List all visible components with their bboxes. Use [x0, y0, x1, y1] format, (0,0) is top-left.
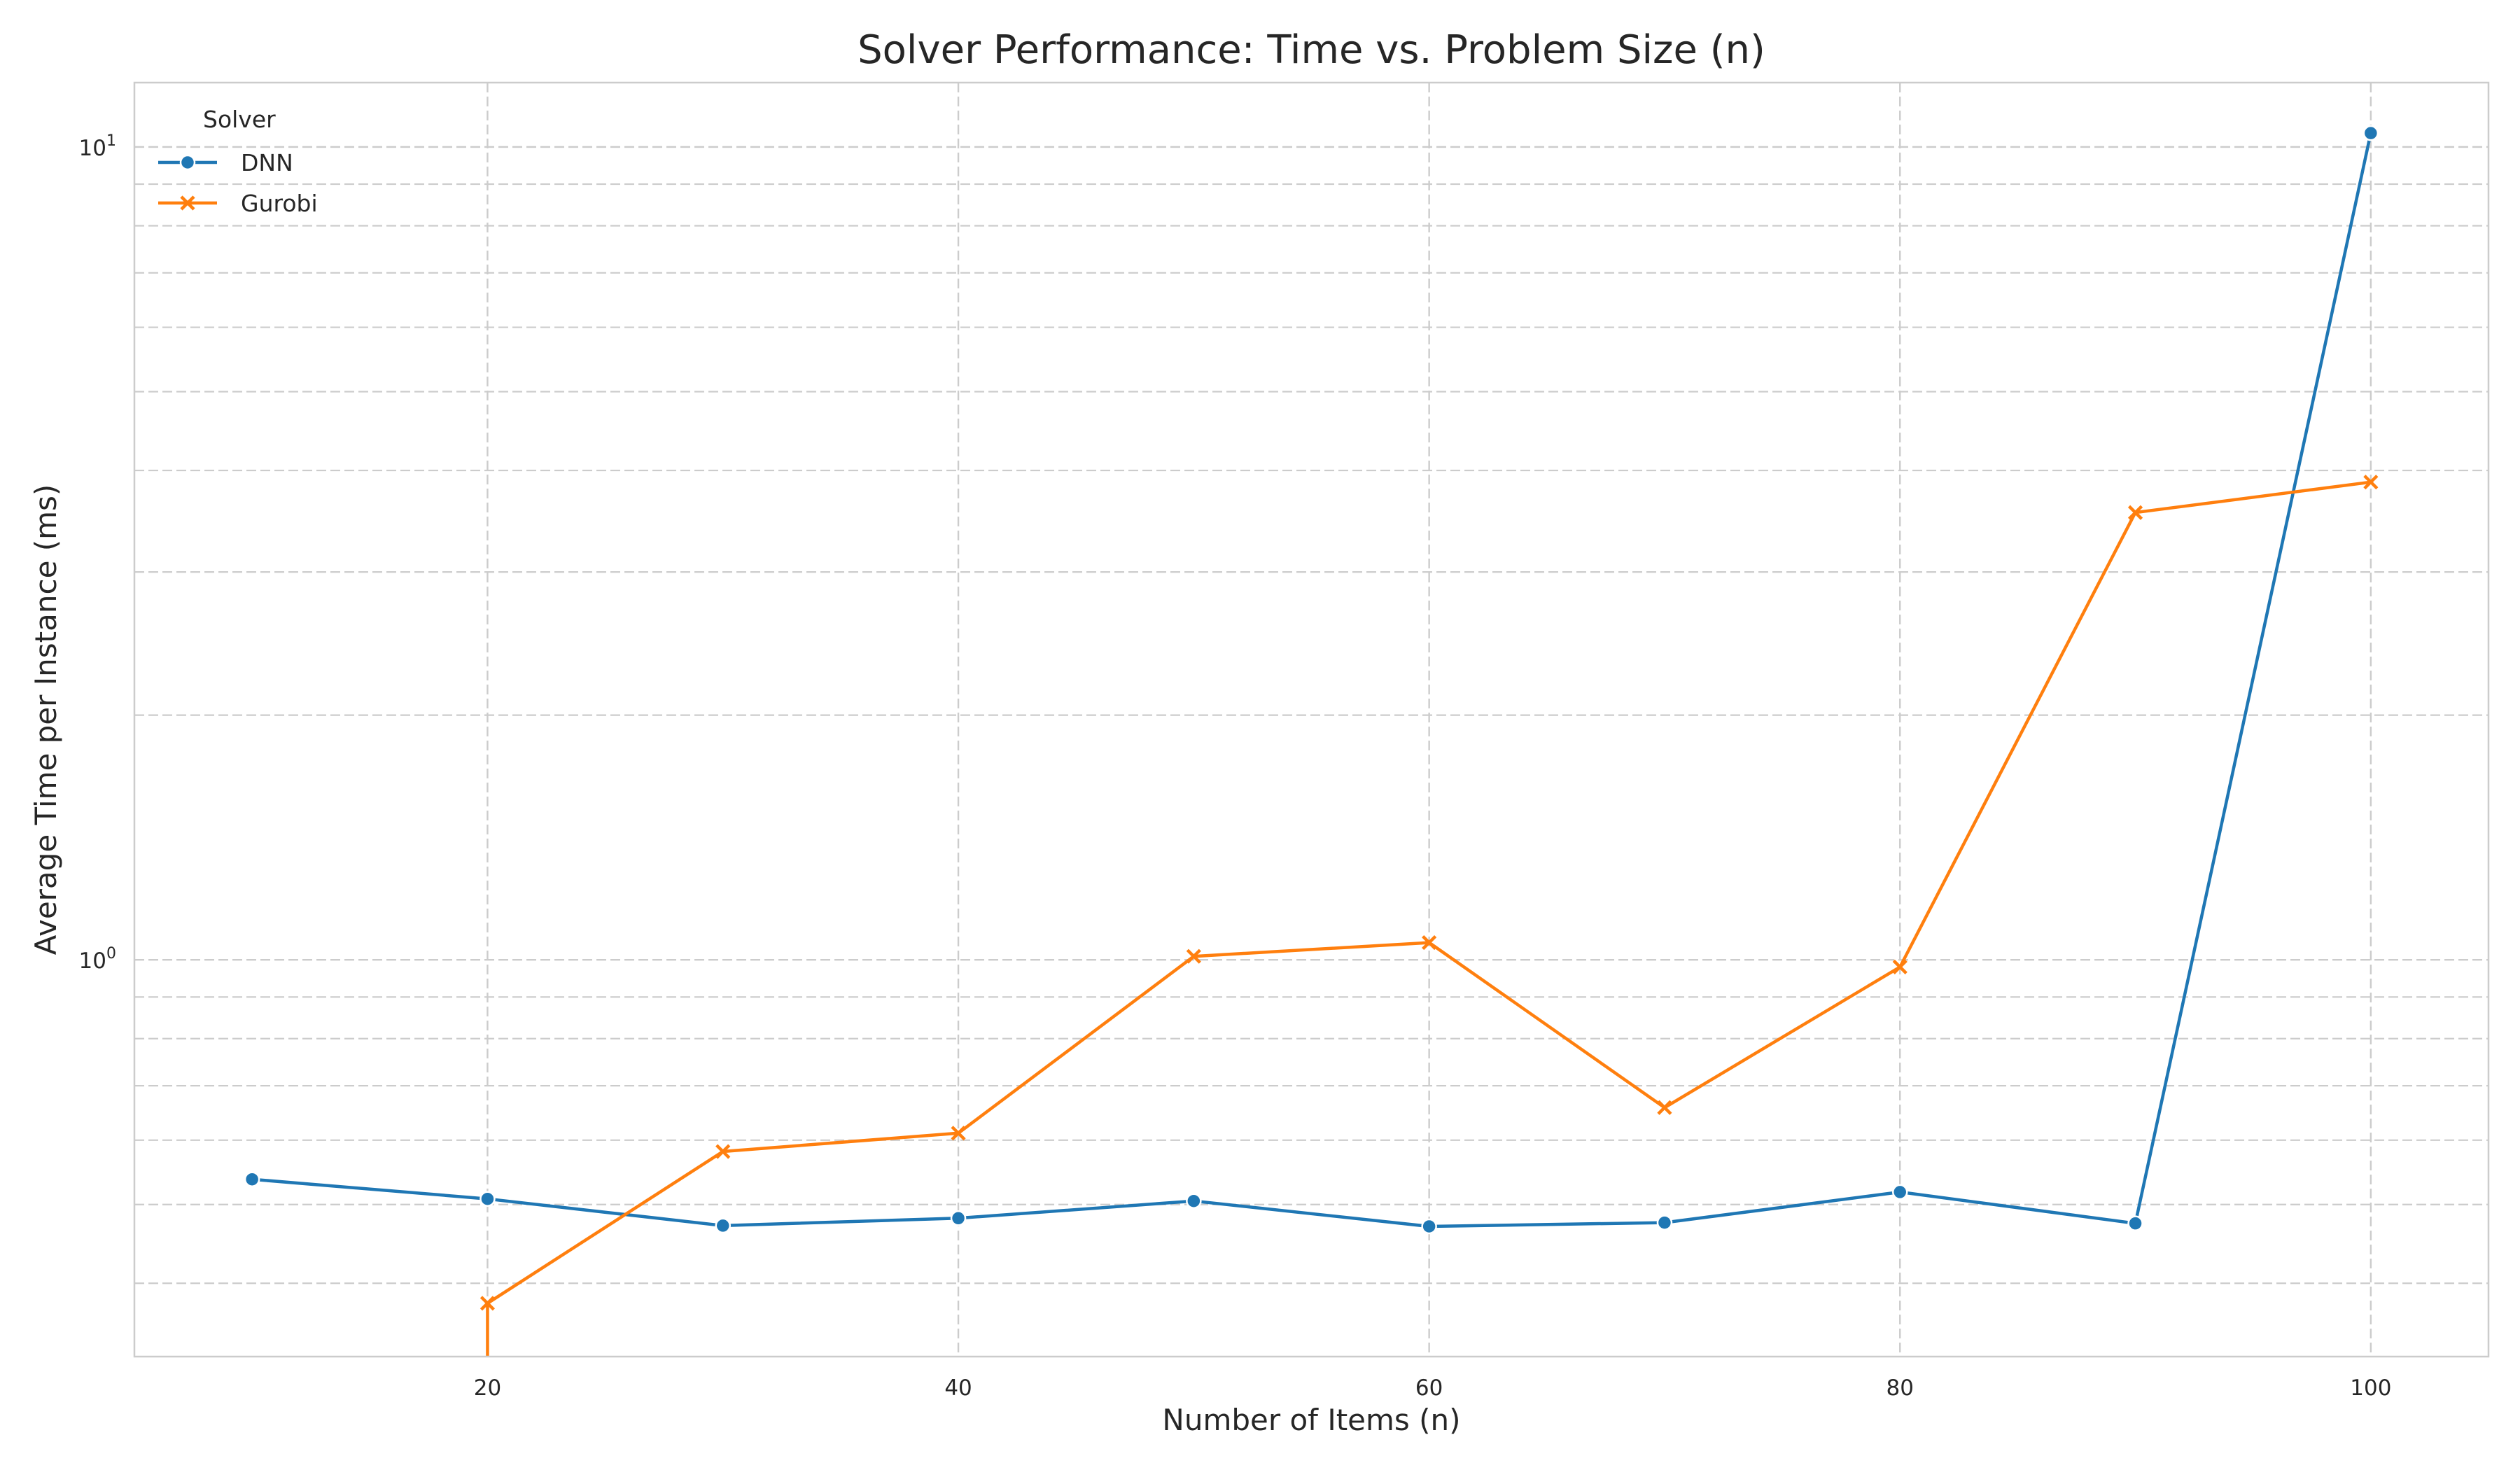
y-tick-label: 101 — [79, 132, 116, 161]
minor-gridlines — [134, 183, 2488, 1284]
data-point-gurobi — [951, 1126, 966, 1141]
legend-item-gurobi: Gurobi — [158, 190, 318, 217]
data-point-dnn — [479, 1191, 496, 1207]
legend-label-gurobi: Gurobi — [241, 190, 318, 217]
data-point-dnn — [950, 1210, 967, 1226]
legend: Solver DNN Gurobi — [158, 106, 318, 217]
series-gurobi — [479, 475, 2379, 1357]
data-point-dnn — [715, 1217, 731, 1234]
marker-stroke — [951, 1126, 966, 1141]
marker-stroke — [2363, 475, 2379, 490]
data-point-gurobi — [1892, 959, 1907, 974]
data-point-dnn — [244, 1171, 260, 1187]
legend-marker-dnn — [179, 154, 196, 171]
x-tick-label: 80 — [1886, 1376, 1914, 1401]
data-point-gurobi — [2363, 475, 2379, 490]
x-axis-ticks: 20 40 60 80 100 — [474, 1376, 2392, 1401]
series-line-dnn — [251, 132, 2372, 1228]
x-axis-label: Number of Items (n) — [1162, 1403, 1460, 1437]
x-tick-label: 20 — [474, 1376, 501, 1401]
series-layer — [244, 125, 2379, 1357]
marker-stroke — [2127, 505, 2143, 520]
series-dnn — [244, 125, 2379, 1235]
marker-stroke — [1422, 934, 1437, 951]
x-tick-label: 60 — [1415, 1376, 1443, 1401]
data-point-gurobi — [1657, 1100, 1672, 1115]
x-tick-label: 100 — [2350, 1376, 2391, 1401]
legend-title: Solver — [203, 106, 276, 133]
data-point-dnn — [1186, 1193, 1202, 1209]
data-point-dnn — [1421, 1218, 1437, 1235]
data-point-dnn — [1656, 1214, 1673, 1231]
data-point-gurobi — [715, 1144, 731, 1159]
data-point-dnn — [2127, 1215, 2143, 1231]
data-point-gurobi — [1186, 948, 1201, 964]
legend-marker-gurobi — [180, 195, 195, 211]
chart-title: Solver Performance: Time vs. Problem Siz… — [858, 27, 1765, 73]
y-axis-ticks: 100 101 — [79, 132, 116, 974]
plot-frame — [133, 81, 2490, 1358]
marker-stroke — [180, 195, 195, 211]
marker-stroke — [1657, 1100, 1672, 1115]
marker-stroke — [715, 1144, 731, 1159]
y-axis-label: Average Time per Instance (ms) — [29, 484, 63, 955]
data-point-dnn — [2362, 125, 2379, 141]
data-point-gurobi — [1422, 934, 1437, 951]
data-point-gurobi — [479, 1296, 496, 1311]
data-point-gurobi — [2127, 505, 2143, 520]
marker-stroke — [1892, 959, 1907, 974]
x-tick-label: 40 — [944, 1376, 972, 1401]
marker-stroke — [479, 1296, 496, 1311]
legend-item-dnn: DNN — [158, 149, 293, 176]
marker-stroke — [1186, 948, 1201, 964]
y-tick-label: 100 — [79, 945, 116, 974]
legend-label-dnn: DNN — [241, 149, 293, 176]
major-gridlines — [134, 83, 2488, 1357]
data-point-dnn — [1892, 1184, 1908, 1200]
